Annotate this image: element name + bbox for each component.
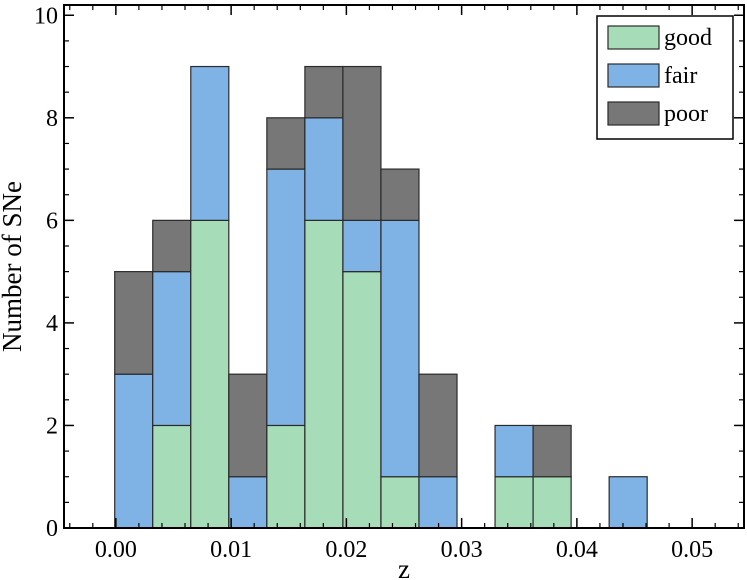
x-tick-label: 0.01 bbox=[210, 537, 252, 563]
bar-fair-bin-4 bbox=[266, 168, 306, 427]
bar-fair-bin-13 bbox=[608, 476, 648, 529]
legend-label-poor: poor bbox=[664, 101, 708, 127]
bar-good-bin-6 bbox=[342, 271, 382, 529]
x-tick-label: 0.00 bbox=[95, 537, 137, 563]
plot-frame bbox=[63, 4, 745, 529]
bar-poor-bin-1 bbox=[152, 219, 192, 273]
tick-labels-layer: 0.00 0.01 0.02 0.03 0.04 0.05 0 2 4 6 8 10 bbox=[34, 3, 713, 563]
bar-poor-bin-11 bbox=[532, 424, 572, 478]
legend-swatch-poor bbox=[607, 101, 660, 126]
y-tick-label: 0 bbox=[46, 516, 58, 542]
bar-poor-bin-6 bbox=[342, 65, 382, 221]
bar-good-bin-2 bbox=[190, 219, 230, 529]
bar-poor-bin-3 bbox=[228, 373, 268, 478]
bar-fair-bin-3 bbox=[228, 476, 268, 529]
bar-fair-bin-7 bbox=[380, 219, 420, 478]
legend-label-good: good bbox=[664, 25, 712, 51]
y-tick-label: 6 bbox=[46, 208, 58, 234]
legend-label-fair: fair bbox=[664, 63, 697, 89]
bar-good-bin-1 bbox=[152, 424, 192, 529]
bar-fair-bin-6 bbox=[342, 219, 382, 273]
bar-good-bin-7 bbox=[380, 476, 420, 529]
bars-layer bbox=[114, 65, 648, 529]
legend-swatch-good bbox=[607, 25, 660, 50]
y-tick-label: 8 bbox=[46, 106, 58, 132]
y-tick-label: 4 bbox=[46, 311, 58, 337]
bar-fair-bin-2 bbox=[190, 65, 230, 221]
legend: good fair poor bbox=[596, 15, 734, 140]
bar-fair-bin-0 bbox=[114, 373, 154, 529]
x-tick-label: 0.02 bbox=[325, 537, 367, 563]
bar-poor-bin-0 bbox=[114, 271, 154, 375]
bar-good-bin-10 bbox=[494, 476, 534, 529]
x-axis-title: z bbox=[398, 554, 410, 580]
bar-fair-bin-10 bbox=[494, 424, 534, 478]
bar-good-bin-11 bbox=[532, 476, 572, 529]
bar-poor-bin-8 bbox=[418, 373, 458, 478]
y-axis-title: Number of SNe bbox=[0, 181, 27, 352]
bar-fair-bin-8 bbox=[418, 476, 458, 529]
bar-good-bin-5 bbox=[304, 219, 344, 529]
bar-poor-bin-5 bbox=[304, 65, 344, 119]
y-tick-label: 10 bbox=[34, 3, 58, 29]
bar-good-bin-4 bbox=[266, 424, 306, 529]
bar-poor-bin-4 bbox=[266, 117, 306, 170]
bar-poor-bin-7 bbox=[380, 168, 420, 221]
legend-swatch-fair bbox=[607, 63, 660, 88]
bar-fair-bin-5 bbox=[304, 117, 344, 221]
x-tick-label: 0.04 bbox=[556, 537, 598, 563]
bar-fair-bin-1 bbox=[152, 271, 192, 427]
x-tick-label: 0.03 bbox=[441, 537, 483, 563]
y-tick-label: 2 bbox=[46, 413, 58, 439]
x-tick-label: 0.05 bbox=[671, 537, 713, 563]
